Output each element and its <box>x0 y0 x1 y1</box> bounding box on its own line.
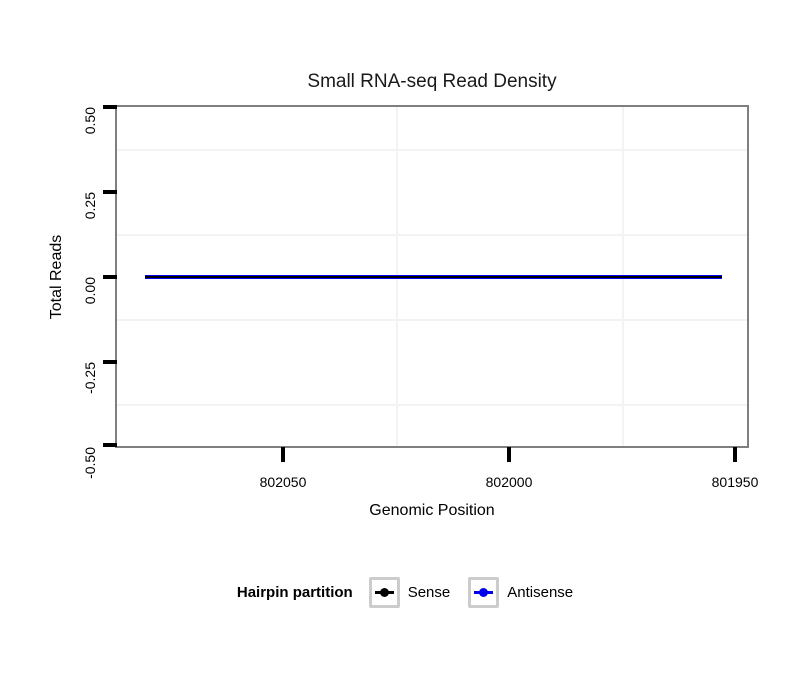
minor-gridline-h <box>117 404 747 406</box>
y-tick-label: 0.00 <box>82 277 98 305</box>
y-tick <box>103 275 117 279</box>
y-tick <box>103 443 117 447</box>
y-tick <box>103 360 117 364</box>
y-axis-title: Total Reads <box>48 234 65 320</box>
minor-gridline-h <box>117 319 747 321</box>
antisense-point-icon <box>479 587 489 597</box>
minor-gridline-h <box>117 234 747 236</box>
y-tick-label: -0.25 <box>82 362 98 394</box>
y-tick <box>103 190 117 194</box>
legend-label-antisense: Antisense <box>507 583 574 601</box>
sense-line <box>145 276 722 278</box>
x-tick-label: 802050 <box>259 474 307 490</box>
legend-title: Hairpin partition <box>236 583 353 601</box>
y-tick-label: 0.25 <box>82 192 98 220</box>
minor-gridline-h <box>117 149 747 151</box>
y-tick-label: -0.50 <box>82 447 98 479</box>
y-tick <box>103 105 117 109</box>
legend: Hairpin partition Sense Antisense <box>0 574 810 610</box>
x-tick-label: 802000 <box>485 474 533 490</box>
sense-point-icon <box>379 587 389 597</box>
x-axis-title: Genomic Position <box>369 502 495 519</box>
legend-key-sense <box>368 576 400 608</box>
x-tick <box>733 447 737 462</box>
x-tick <box>281 447 285 462</box>
y-tick-label: 0.50 <box>82 107 98 135</box>
plot-panel <box>115 105 749 448</box>
chart-title: Small RNA-seq Read Density <box>307 71 557 92</box>
legend-key-antisense <box>468 576 500 608</box>
x-tick <box>507 447 511 462</box>
legend-label-sense: Sense <box>407 583 451 601</box>
x-tick-label: 801950 <box>711 474 759 490</box>
